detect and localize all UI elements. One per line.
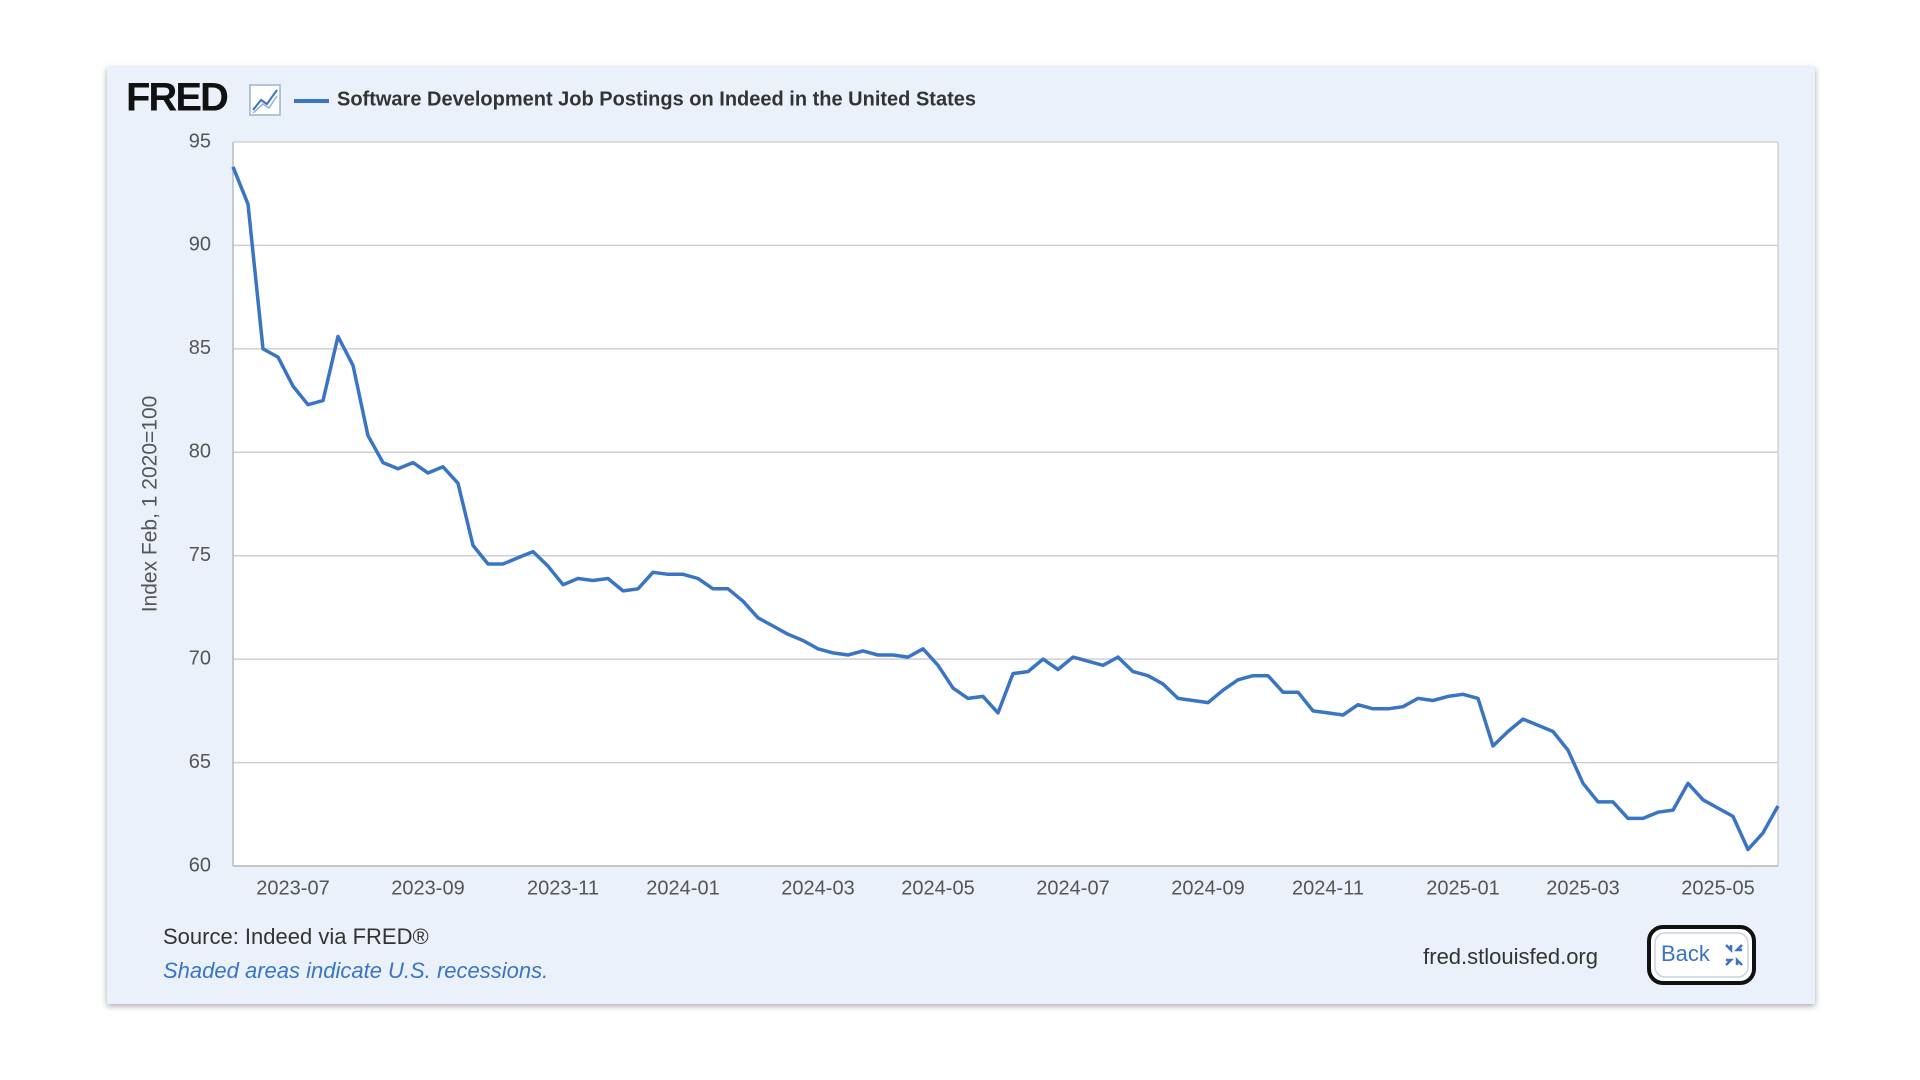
note: Shaded areas indicate U.S. recessions.	[163, 958, 548, 983]
x-tick-label: 2025-01	[1426, 877, 1499, 899]
y-axis-label: Index Feb, 1 2020=100	[139, 396, 162, 613]
legend-label: Software Development Job Postings on Ind…	[337, 88, 976, 110]
x-tick-label: 2024-07	[1036, 877, 1109, 899]
x-tick-label: 2024-11	[1292, 877, 1364, 899]
y-tick-label: 90	[189, 234, 211, 256]
logo: FRED	[126, 76, 228, 120]
y-tick-label: 80	[189, 441, 211, 463]
y-tick-label: 75	[189, 544, 211, 566]
x-tick-label: 2023-09	[391, 877, 464, 899]
x-tick-label: 2023-07	[256, 877, 329, 899]
y-tick-label: 65	[189, 751, 211, 773]
y-tick-label: 60	[189, 854, 211, 876]
x-tick-label: 2024-05	[901, 877, 974, 899]
x-tick-label: 2024-03	[781, 877, 854, 899]
x-tick-label: 2024-09	[1171, 877, 1244, 899]
site-link: fred.stlouisfed.org	[1423, 944, 1598, 969]
back-label[interactable]: Back	[1661, 941, 1711, 966]
y-tick-label: 95	[189, 130, 211, 152]
source: Source: Indeed via FRED®	[163, 924, 429, 949]
plot-area	[233, 142, 1778, 866]
x-tick-label: 2025-03	[1546, 877, 1619, 899]
x-tick-label: 2025-05	[1681, 877, 1754, 899]
y-tick-label: 70	[189, 647, 211, 669]
x-tick-label: 2024-01	[646, 877, 719, 899]
data-line	[231, 166, 1780, 852]
x-tick-label: 2023-11	[527, 877, 599, 899]
y-tick-label: 85	[189, 337, 211, 359]
logo-icon	[249, 84, 281, 116]
back-button[interactable]: Back	[1647, 925, 1756, 985]
